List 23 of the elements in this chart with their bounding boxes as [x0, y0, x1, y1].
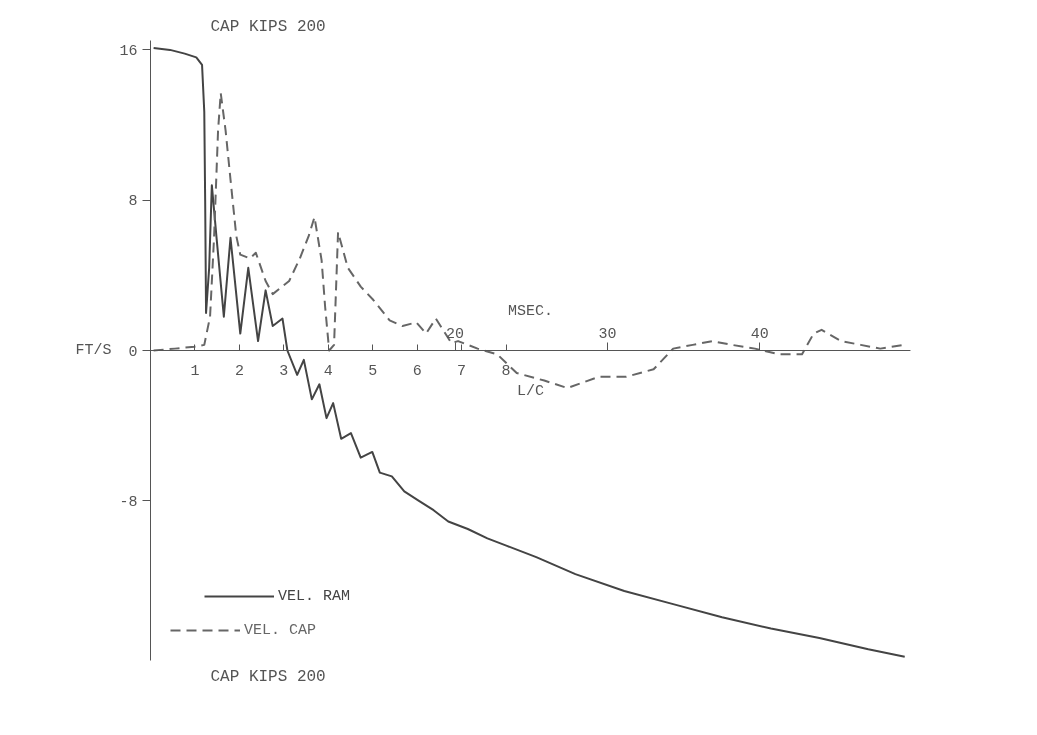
x-tick-label: 5	[368, 362, 378, 380]
legend-label: VEL. RAM	[278, 587, 351, 605]
x-tick-label: 3	[279, 362, 289, 380]
y-tick-label: 0	[128, 343, 138, 361]
x-tick-label: 1	[190, 362, 200, 380]
x2-tick-label: 20	[446, 325, 465, 343]
x-tick-label: 7	[457, 362, 467, 380]
x-axis-title: L/C	[517, 382, 545, 400]
chart-title: CAP KIPS 200	[210, 17, 326, 36]
x-tick-label: 6	[412, 362, 422, 380]
line-series	[152, 47, 906, 658]
x2-tick-label: 30	[598, 325, 617, 343]
x-tick-label: 2	[234, 362, 244, 380]
x-tick-label: 4	[323, 362, 333, 380]
x-tick-label: 8	[501, 362, 511, 380]
y-axis-title: FT/S	[75, 342, 112, 359]
text: CAP KIPS 200	[210, 667, 326, 686]
x2-axis-title: MSEC.	[508, 302, 554, 320]
legend-label: VEL. CAP	[244, 621, 317, 639]
x2-tick-label: 40	[750, 325, 769, 343]
y-tick-label: -8	[119, 493, 138, 511]
y-tick-label: 16	[119, 42, 138, 60]
y-tick-label: 8	[128, 193, 138, 211]
